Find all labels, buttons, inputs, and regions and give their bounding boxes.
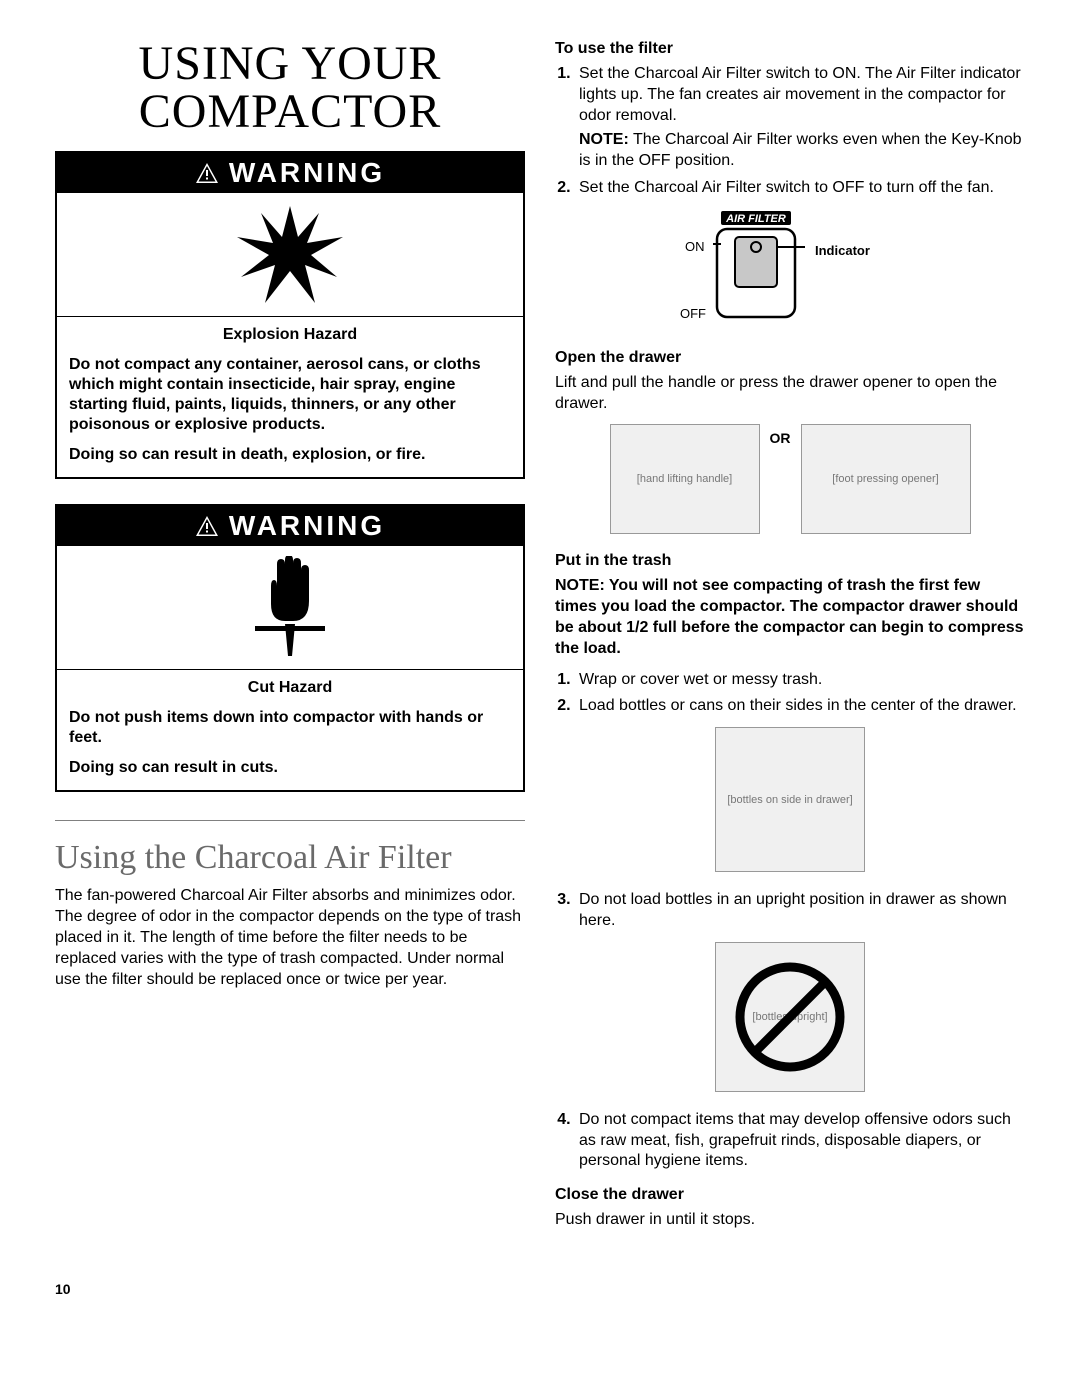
cut-hand-icon (57, 546, 523, 670)
use-filter-steps: Set the Charcoal Air Filter switch to ON… (555, 64, 1025, 199)
left-column: USING YOUR COMPACTOR WARNING Explosi (55, 40, 525, 1241)
open-drawer-figure: [hand lifting handle] OR [foot pressing … (555, 424, 1025, 534)
prohibition-icon (735, 962, 845, 1072)
open-drawer-text: Lift and pull the handle or press the dr… (555, 373, 1025, 415)
title-line-1: USING YOUR (139, 37, 442, 90)
cut-warning-text: Cut Hazard Do not push items down into c… (57, 670, 523, 790)
note-text: The Charcoal Air Filter works even when … (579, 131, 1022, 169)
cut-warning-box: WARNING Cut Hazard Do not push items dow… (55, 504, 525, 792)
bottles-side-figure: [bottles on side in drawer] (555, 727, 1025, 872)
explosion-hazard-title: Explosion Hazard (69, 325, 511, 345)
cut-hazard-p2: Doing so can result in cuts. (69, 758, 511, 778)
put-trash-steps-1-2: Wrap or cover wet or messy trash. Load b… (555, 670, 1025, 718)
charcoal-filter-body: The fan-powered Charcoal Air Filter abso… (55, 886, 525, 990)
bottles-on-side-icon: [bottles on side in drawer] (715, 727, 865, 872)
title-line-2: COMPACTOR (139, 85, 441, 138)
put-trash-step-2: Load bottles or cans on their sides in t… (575, 696, 1025, 717)
bottles-upright-figure: [bottles upright] (555, 942, 1025, 1092)
put-trash-step-3: Do not load bottles in an upright positi… (575, 890, 1025, 932)
put-trash-step-4: Do not compact items that may develop of… (575, 1110, 1025, 1172)
or-label: OR (770, 430, 791, 446)
warning-triangle-icon (195, 515, 219, 537)
page-number: 10 (55, 1281, 1025, 1297)
use-filter-step-1: Set the Charcoal Air Filter switch to ON… (575, 64, 1025, 172)
close-drawer-heading: Close the drawer (555, 1186, 1025, 1204)
put-trash-steps-3: Do not load bottles in an upright positi… (555, 890, 1025, 932)
hand-lift-icon: [hand lifting handle] (610, 424, 760, 534)
put-trash-heading: Put in the trash (555, 552, 1025, 570)
indicator-label: Indicator (815, 243, 870, 258)
warning-label: WARNING (229, 510, 385, 542)
airfilter-label: AIR FILTER (725, 213, 786, 225)
warning-triangle-icon (195, 162, 219, 184)
explosion-warning-box: WARNING Explosion Hazard Do not compact … (55, 151, 525, 479)
use-filter-step-2: Set the Charcoal Air Filter switch to OF… (575, 178, 1025, 199)
put-trash-steps-4: Do not compact items that may develop of… (555, 1110, 1025, 1172)
warning-label: WARNING (229, 157, 385, 189)
off-label: OFF (680, 306, 706, 321)
note-label: NOTE: (579, 131, 629, 148)
cut-hazard-title: Cut Hazard (69, 678, 511, 698)
cut-hazard-p1: Do not push items down into compactor wi… (69, 708, 511, 748)
charcoal-filter-heading: Using the Charcoal Air Filter (55, 839, 525, 876)
warning-header: WARNING (57, 153, 523, 193)
put-trash-step-1: Wrap or cover wet or messy trash. (575, 670, 1025, 691)
page-title: USING YOUR COMPACTOR (55, 40, 525, 136)
divider (55, 820, 525, 821)
put-trash-note: NOTE: You will not see compacting of tra… (555, 576, 1025, 659)
use-filter-heading: To use the filter (555, 40, 1025, 58)
explosion-hazard-p2: Doing so can result in death, explosion,… (69, 445, 511, 465)
explosion-hazard-p1: Do not compact any container, aerosol ca… (69, 355, 511, 435)
open-drawer-heading: Open the drawer (555, 349, 1025, 367)
air-filter-diagram: AIR FILTER ON OFF Indicator (555, 211, 1025, 331)
step-text: Set the Charcoal Air Filter switch to ON… (579, 65, 1021, 124)
on-label: ON (685, 239, 705, 254)
explosion-warning-text: Explosion Hazard Do not compact any cont… (57, 317, 523, 477)
explosion-icon (57, 193, 523, 317)
close-drawer-text: Push drawer in until it stops. (555, 1210, 1025, 1231)
warning-header: WARNING (57, 506, 523, 546)
right-column: To use the filter Set the Charcoal Air F… (555, 40, 1025, 1241)
foot-press-icon: [foot pressing opener] (801, 424, 971, 534)
